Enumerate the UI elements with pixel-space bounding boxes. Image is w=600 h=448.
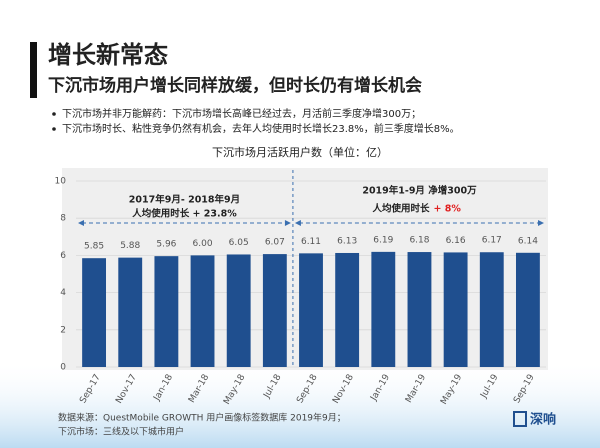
data-label: 5.88 bbox=[120, 241, 140, 251]
bullet: 下沉市场时长、粘性竞争仍然有机会，去年人均使用时长增长23.8%，前三季度增长8… bbox=[62, 122, 460, 135]
bullet: 下沉市场并非万能解药：下沉市场增长高峰已经过去，月活前三季度净增300万； bbox=[62, 107, 421, 120]
data-label: 6.00 bbox=[193, 239, 213, 249]
chart-title: 下沉市场月活跃用户数（单位：亿） bbox=[212, 145, 388, 159]
data-label: 6.19 bbox=[373, 235, 393, 245]
data-label: 5.96 bbox=[156, 240, 176, 250]
bullet-dot bbox=[52, 127, 56, 131]
annotation: 人均使用时长 bbox=[372, 203, 430, 215]
data-label: 6.14 bbox=[518, 236, 538, 246]
data-label: 6.07 bbox=[265, 238, 285, 248]
background-wash bbox=[0, 360, 600, 448]
bar bbox=[335, 252, 360, 367]
bar bbox=[226, 254, 251, 367]
data-label: 6.05 bbox=[229, 238, 249, 248]
y-tick-label: 6 bbox=[60, 251, 66, 261]
bar bbox=[443, 252, 468, 367]
data-label: 6.11 bbox=[301, 237, 321, 247]
bar bbox=[371, 251, 396, 367]
bar bbox=[479, 252, 504, 367]
bar bbox=[262, 254, 287, 367]
annotation: 人均使用时长 + 23.8% bbox=[132, 208, 237, 220]
bar bbox=[515, 252, 540, 367]
y-tick-label: 10 bbox=[55, 177, 67, 187]
title-bar bbox=[30, 42, 37, 98]
data-label: 6.18 bbox=[409, 236, 429, 246]
slide-subtitle: 下沉市场用户增长同样放缓，但时长仍有增长机会 bbox=[48, 75, 422, 96]
data-label: 5.85 bbox=[84, 242, 104, 252]
bar bbox=[154, 256, 179, 367]
footer: 数据来源：QuestMobile GROWTH 用户画像标签数据库 2019年9… bbox=[58, 412, 346, 424]
footer: 下沉市场：三线及以下城市用户 bbox=[58, 426, 184, 438]
logo: 深响 bbox=[530, 412, 556, 428]
y-tick-label: 2 bbox=[60, 325, 66, 335]
data-label: 6.13 bbox=[337, 236, 357, 246]
bar bbox=[299, 253, 323, 367]
annotation: 2019年1-9月 净增300万 bbox=[362, 185, 477, 197]
bar bbox=[118, 257, 143, 367]
y-tick-label: 8 bbox=[60, 214, 66, 224]
y-tick-label: 0 bbox=[60, 363, 66, 373]
data-label: 6.17 bbox=[482, 236, 502, 246]
bar bbox=[190, 255, 215, 367]
annotation: 2017年9月- 2018年9月 bbox=[129, 194, 240, 206]
logo-icon bbox=[513, 411, 527, 427]
bullet-dot bbox=[52, 112, 56, 116]
slide-title: 增长新常态 bbox=[48, 41, 168, 69]
data-label: 6.16 bbox=[446, 236, 466, 246]
bar bbox=[82, 258, 107, 367]
bar bbox=[407, 252, 432, 367]
annotation: + 8% bbox=[433, 204, 461, 215]
y-tick-label: 4 bbox=[60, 288, 66, 298]
